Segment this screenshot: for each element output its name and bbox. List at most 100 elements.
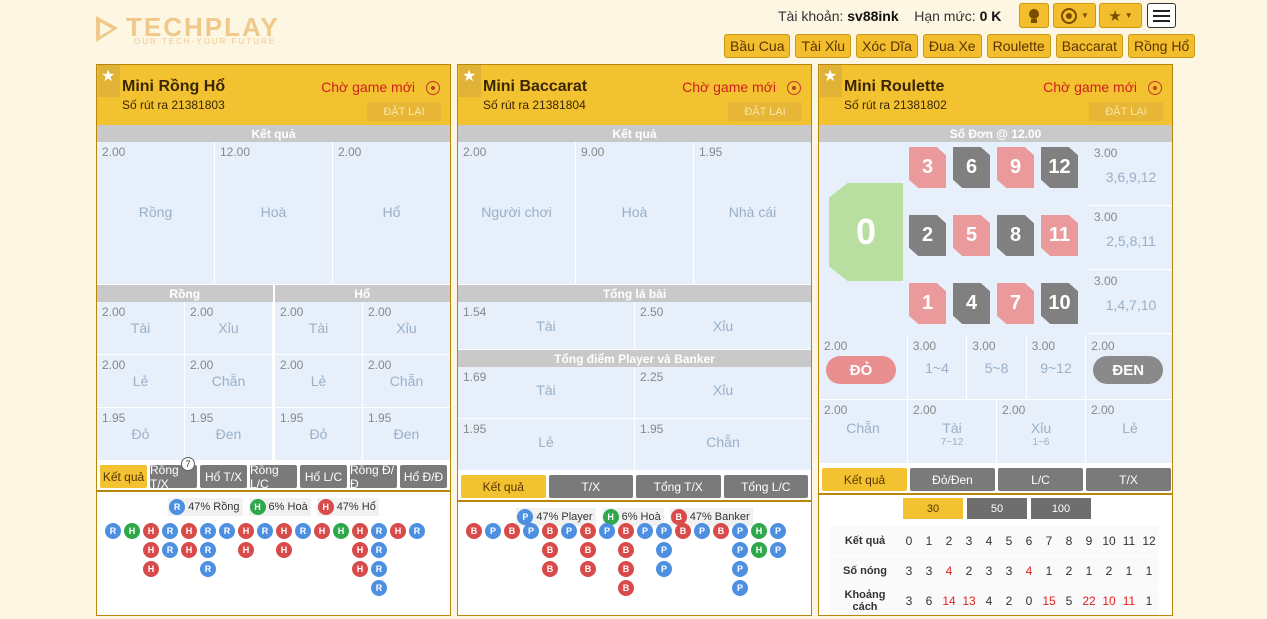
bet-points-small[interactable]: 2.25 Xỉu	[635, 367, 811, 419]
favorites-button[interactable]: ★ ▼	[1099, 3, 1142, 28]
game-nav-taixiu[interactable]: Tài Xỉu	[795, 34, 852, 58]
game-nav-baucua[interactable]: Bầu Cua	[724, 34, 791, 58]
reset-button[interactable]: ĐẶT LẠI	[1089, 102, 1163, 121]
odds: 1.95	[280, 411, 304, 425]
bet-tiger[interactable]: 2.00 Hổ	[333, 142, 450, 285]
stats-cell: 7	[1039, 525, 1059, 556]
tab-dragon-lc[interactable]: Rồng L/C	[250, 463, 297, 491]
side-bet[interactable]: 1.95 Đỏ	[97, 408, 185, 461]
bet-cards-small[interactable]: 2.50 Xỉu	[635, 302, 811, 350]
favorite-star-icon[interactable]	[820, 65, 842, 97]
tab-tx[interactable]: T/X	[1086, 468, 1171, 491]
number-tile[interactable]: 6	[953, 147, 990, 188]
road-column: P	[485, 523, 501, 596]
bet-column-2[interactable]: 3.00 2,5,8,11	[1089, 207, 1172, 270]
side-bet[interactable]: 1.95 Đen	[185, 408, 275, 461]
side-bet[interactable]: 1.95 Đỏ	[275, 408, 363, 461]
stats-cell: 14	[939, 585, 959, 615]
road-bead: B	[713, 523, 729, 539]
bet-column-3[interactable]: 3.00 1,4,7,10	[1089, 271, 1172, 334]
number-tile[interactable]: 8	[997, 215, 1034, 256]
bet-banker[interactable]: 1.95 Nhà cái	[694, 142, 811, 285]
number-tile[interactable]: 5	[953, 215, 990, 256]
bet-big[interactable]: 2.00 Tài 7~12	[908, 400, 997, 464]
tab-results[interactable]: Kết quả	[461, 475, 546, 498]
side-bet[interactable]: 1.95 Đen	[363, 408, 450, 461]
bulb-button[interactable]	[1019, 3, 1049, 28]
number-tile[interactable]: 3	[909, 147, 946, 188]
bet-red[interactable]: 2.00 ĐỎ	[819, 336, 908, 400]
road-column: R	[219, 523, 235, 596]
road-bead: P	[770, 542, 786, 558]
bet-dragon[interactable]: 2.00 Rồng	[97, 142, 215, 285]
bet-cards-big[interactable]: 1.54 Tài	[458, 302, 635, 350]
number-tile[interactable]: 9	[997, 147, 1034, 188]
reset-button[interactable]: ĐẶT LẠI	[367, 102, 441, 121]
favorite-star-icon[interactable]	[98, 65, 120, 97]
bet-tie[interactable]: 9.00 Hoà	[576, 142, 694, 285]
bet-1-4[interactable]: 3.00 1~4	[907, 336, 968, 400]
number-tile[interactable]: 4	[953, 283, 990, 324]
bet-player[interactable]: 2.00 Người chơi	[458, 142, 576, 285]
stat-ball: B	[670, 509, 687, 525]
tab-tiger-tx[interactable]: Hổ T/X	[200, 465, 247, 488]
bet-points-big[interactable]: 1.69 Tài	[458, 367, 635, 419]
side-bet[interactable]: 2.00 Xỉu	[363, 302, 450, 355]
number-grid: 3 6 9 12 2 5 8 11 1 4 7 10	[909, 147, 1078, 324]
game-nav-xocdia[interactable]: Xóc Dĩa	[856, 34, 918, 58]
number-zero[interactable]: 0	[829, 183, 903, 281]
road-bead: H	[181, 523, 197, 539]
segment-30[interactable]: 30	[903, 498, 963, 519]
result-bar: Kết quả	[458, 125, 811, 142]
tab-total-tx[interactable]: Tổng T/X	[636, 475, 721, 498]
game-nav-ronghho[interactable]: Rồng Hổ	[1127, 34, 1196, 58]
hamburger-menu-icon[interactable]	[1147, 3, 1176, 28]
tab-dragon-dd[interactable]: Rồng Đ/Đ	[350, 463, 397, 491]
road-bead: R	[371, 542, 387, 558]
segment-100[interactable]: 100	[1031, 498, 1091, 519]
bet-9-12[interactable]: 3.00 9~12	[1026, 336, 1087, 400]
number-tile[interactable]: 7	[997, 283, 1034, 324]
bet-odd[interactable]: 2.00 Lẻ	[1086, 400, 1172, 464]
side-bet[interactable]: 2.00 Chẵn	[185, 355, 275, 408]
side-bet[interactable]: 2.00 Lẻ	[275, 355, 363, 408]
tab-lc[interactable]: L/C	[998, 468, 1083, 491]
tab-tx[interactable]: T/X	[548, 475, 633, 498]
bet-points-odd[interactable]: 1.95 Lẻ	[458, 419, 635, 471]
bet-small[interactable]: 2.00 Xỉu 1~6	[997, 400, 1086, 464]
number-tile[interactable]: 12	[1041, 147, 1078, 188]
road-bead: R	[257, 523, 273, 539]
odds: 2.00	[1091, 403, 1115, 417]
road-column: R	[295, 523, 311, 596]
game-nav-roulette[interactable]: Roulette	[986, 34, 1051, 58]
number-tile[interactable]: 11	[1041, 215, 1078, 256]
segment-50[interactable]: 50	[967, 498, 1027, 519]
bet-points-even[interactable]: 1.95 Chẵn	[635, 419, 811, 471]
tab-tiger-dd[interactable]: Hổ Đ/Đ	[400, 465, 447, 488]
reset-button[interactable]: ĐẶT LẠI	[728, 102, 802, 121]
side-bet[interactable]: 2.00 Tài	[275, 302, 363, 355]
chip-menu-button[interactable]: ▼	[1053, 3, 1096, 28]
number-tile[interactable]: 1	[909, 283, 946, 324]
game-nav-baccarat[interactable]: Baccarat	[1055, 34, 1123, 58]
side-bet[interactable]: 2.00 Tài	[97, 302, 185, 355]
tab-red-black[interactable]: Đỏ/Đen	[910, 468, 995, 491]
favorite-star-icon[interactable]	[459, 65, 481, 97]
techplay-logo[interactable]: TECHPLAY OUR TECH-YOUR FUTURE	[94, 12, 284, 46]
number-tile[interactable]: 10	[1041, 283, 1078, 324]
bet-tie[interactable]: 12.00 Hoà	[215, 142, 333, 285]
tab-tiger-lc[interactable]: Hổ L/C	[300, 465, 347, 488]
side-bet[interactable]: 2.00 Chẵn	[363, 355, 450, 408]
tab-dragon-tx[interactable]: Rồng T/X 7	[150, 457, 197, 491]
bet-black[interactable]: 2.00 ĐEN	[1086, 336, 1172, 400]
bet-even[interactable]: 2.00 Chẵn	[819, 400, 908, 464]
tab-results[interactable]: Kết quả	[100, 465, 147, 488]
side-bet[interactable]: 2.00 Lẻ	[97, 355, 185, 408]
side-bet[interactable]: 2.00 Xỉu	[185, 302, 275, 355]
bet-column-1[interactable]: 3.00 3,6,9,12	[1089, 143, 1172, 206]
bet-5-8[interactable]: 3.00 5~8	[967, 336, 1027, 400]
number-tile[interactable]: 2	[909, 215, 946, 256]
tab-results[interactable]: Kết quả	[822, 468, 907, 491]
game-nav-duaxe[interactable]: Đua Xe	[922, 34, 982, 58]
tab-total-lc[interactable]: Tổng L/C	[723, 475, 808, 498]
